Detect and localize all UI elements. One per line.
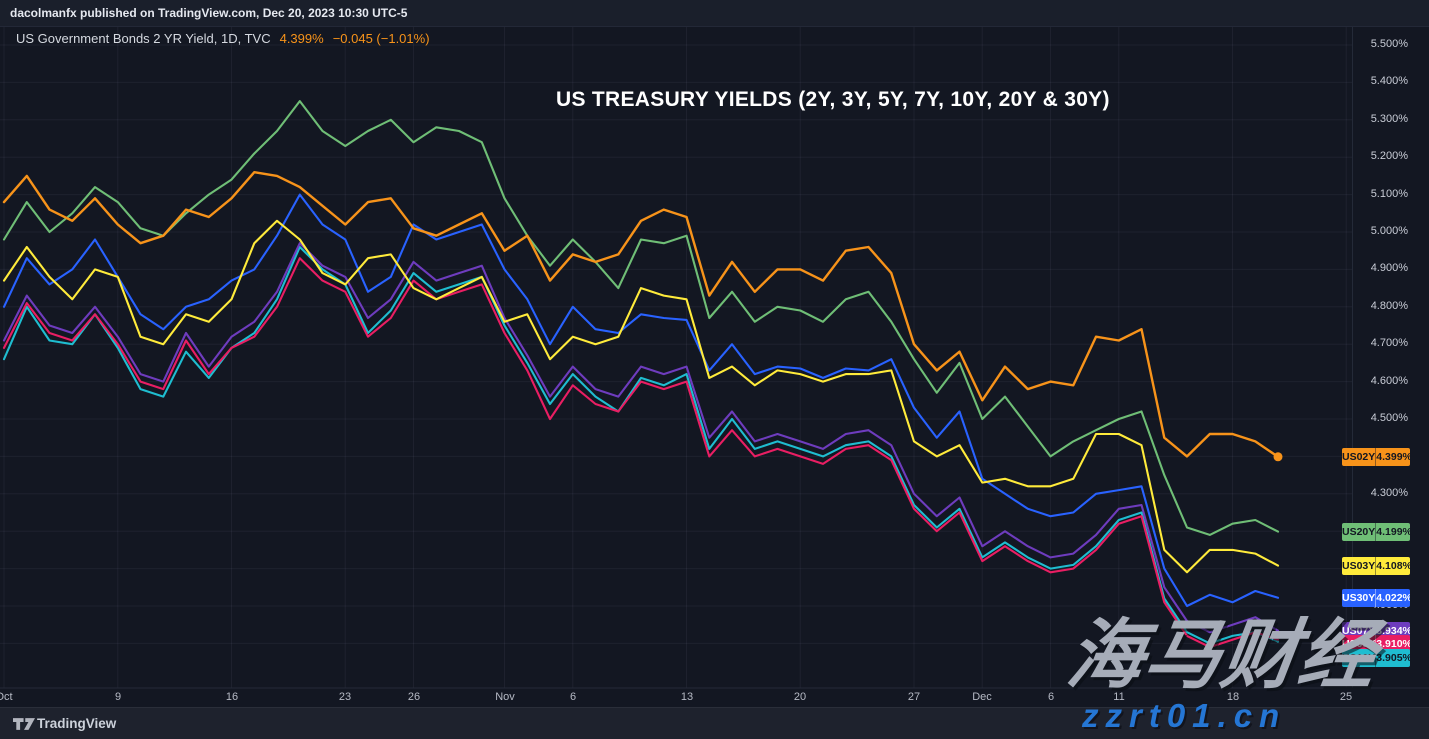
badge-value: 3.910%	[1375, 635, 1410, 653]
y-axis-label: 4.300%	[1370, 487, 1408, 499]
x-axis-tick-label: 11	[1113, 691, 1125, 703]
series-line-US20Y[interactable]	[2, 100, 1280, 536]
x-axis-tick-label: 25	[1339, 691, 1353, 703]
price-badge-US10Y[interactable]: US10Y 3.905%	[1342, 649, 1410, 667]
badge-symbol: US10Y	[1342, 652, 1376, 664]
tradingview-logo-icon[interactable]	[13, 717, 35, 731]
x-axis-tick-label: 20	[793, 691, 807, 703]
x-axis-tick-label: 9	[114, 691, 122, 703]
y-axis-label: 4.900%	[1370, 262, 1408, 274]
symbol-header: US Government Bonds 2 YR Yield, 1D, TVC 4…	[16, 31, 430, 46]
y-axis-label: 5.400%	[1370, 75, 1408, 87]
badge-value: 4.022%	[1375, 589, 1410, 607]
footer-bar: TradingView	[0, 707, 1429, 739]
badge-symbol: US02Y	[1342, 451, 1376, 463]
x-axis-tick-label: Dec	[972, 691, 992, 703]
y-axis-label: 5.000%	[1370, 225, 1408, 237]
badge-symbol: US20Y	[1342, 526, 1376, 538]
price-badge-US05Y[interactable]: US05Y 3.910%	[1342, 635, 1410, 653]
series-line-US30Y[interactable]	[2, 193, 1280, 608]
x-axis-tick-label: 27	[907, 691, 921, 703]
chart-title: US TREASURY YIELDS (2Y, 3Y, 5Y, 7Y, 10Y,…	[556, 88, 1110, 111]
x-axis-tick-label: 26	[407, 691, 421, 703]
watermark-text: 海马财经	[1062, 613, 1383, 698]
y-axis-label: 5.300%	[1370, 113, 1408, 125]
badge-value: 3.905%	[1375, 649, 1410, 667]
badge-value: 4.399%	[1375, 448, 1410, 466]
series-line-US03Y[interactable]	[2, 219, 1280, 574]
publish-bar: dacolmanfx published on TradingView.com,…	[0, 0, 1429, 27]
badge-symbol: US07Y	[1342, 625, 1376, 637]
last-price-dot	[1273, 452, 1283, 462]
x-axis-tick-label: 13	[680, 691, 694, 703]
y-axis-label: 5.100%	[1370, 188, 1408, 200]
y-axis-label: 4.500%	[1370, 412, 1408, 424]
x-axis-tick-label: 6	[569, 691, 577, 703]
price-badge-US30Y[interactable]: US30Y 4.022%	[1342, 589, 1410, 607]
badge-symbol: US30Y	[1342, 592, 1376, 604]
symbol-title[interactable]: US Government Bonds 2 YR Yield, 1D, TVC	[16, 31, 271, 46]
badge-value: 4.108%	[1375, 557, 1410, 575]
y-axis-label: 4.700%	[1370, 337, 1408, 349]
series-line-US10Y[interactable]	[2, 245, 1280, 645]
series-line-US05Y[interactable]	[2, 257, 1280, 649]
price-change: −0.045 (−1.01%)	[332, 31, 430, 46]
badge-value: 3.934%	[1375, 622, 1410, 640]
time-scale[interactable]: Oct 9 16 23 26 Nov 6 13 20 27 Dec 6 11 18 25	[0, 688, 1429, 707]
x-axis-tick-label: Oct	[0, 691, 13, 703]
footer-brand[interactable]: TradingView	[37, 716, 117, 731]
y-axis-label: 4.600%	[1370, 375, 1408, 387]
price-badge-US03Y[interactable]: US03Y 4.108%	[1342, 557, 1410, 575]
x-axis-tick-label: 18	[1226, 691, 1240, 703]
price-badge-US20Y[interactable]: US20Y 4.199%	[1342, 523, 1410, 541]
y-axis-label: 5.500%	[1370, 38, 1408, 50]
x-axis-tick-label: 16	[225, 691, 239, 703]
x-axis-tick-label: Nov	[495, 691, 515, 703]
series-line-US07Y[interactable]	[2, 242, 1280, 634]
watermark-url: zzrt01.cn	[1082, 697, 1287, 734]
y-axis-label: 5.200%	[1370, 150, 1408, 162]
badge-symbol: US05Y	[1342, 638, 1376, 650]
badge-symbol: US03Y	[1342, 560, 1376, 572]
x-axis-tick-label: 23	[338, 691, 352, 703]
y-axis-label: 4.800%	[1370, 300, 1408, 312]
badge-value: 4.199%	[1375, 523, 1410, 541]
last-price: 4.399%	[279, 31, 324, 46]
series-line-US02Y[interactable]	[2, 170, 1280, 458]
x-axis-tick-label: 6	[1047, 691, 1055, 703]
price-badge-US02Y[interactable]: US02Y 4.399%	[1342, 448, 1410, 466]
publish-text: dacolmanfx published on TradingView.com,…	[10, 6, 408, 20]
